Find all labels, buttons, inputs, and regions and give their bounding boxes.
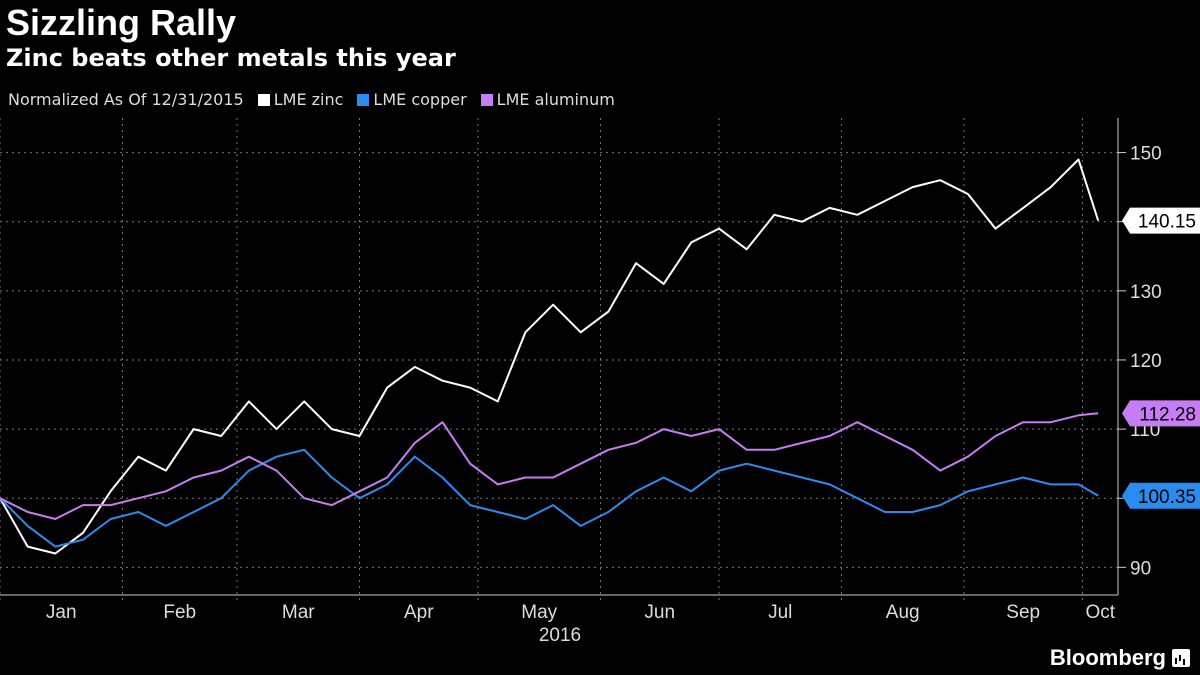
end-value-tag-lme-zinc xyxy=(1122,207,1200,234)
x-tick-label: Apr xyxy=(404,602,434,623)
brand-name: Bloomberg xyxy=(1049,645,1166,670)
legend-note: Normalized As Of 12/31/2015 xyxy=(8,90,244,109)
x-tick-label: Feb xyxy=(163,602,196,623)
x-tick-label: Oct xyxy=(1085,602,1115,623)
end-value-label-lme-zinc: 140.15 xyxy=(1138,212,1196,233)
y-tick-label: 150 xyxy=(1130,144,1162,165)
legend-swatch-aluminum xyxy=(480,93,493,106)
legend-item-copper: LME copper xyxy=(357,90,467,109)
end-value-tag-lme-aluminum xyxy=(1122,400,1200,427)
legend-item-aluminum: LME aluminum xyxy=(480,90,615,109)
x-tick-label: Jan xyxy=(46,602,77,623)
series-line-lme-zinc xyxy=(0,158,1100,555)
x-tick-label: May xyxy=(521,602,557,623)
legend-item-zinc: LME zinc xyxy=(257,90,344,109)
legend-label-aluminum: LME aluminum xyxy=(496,90,615,109)
x-tick-label: Aug xyxy=(886,602,920,623)
end-value-label-lme-copper: 100.35 xyxy=(1138,487,1196,508)
chart-subtitle: Zinc beats other metals this year xyxy=(6,44,456,72)
y-tick-label: 120 xyxy=(1130,351,1162,372)
chart-title: Sizzling Rally xyxy=(6,2,237,43)
legend-swatch-copper xyxy=(357,93,370,106)
legend: Normalized As Of 12/31/2015 LME zinc LME… xyxy=(8,90,615,109)
x-axis-year-label: 2016 xyxy=(539,625,581,646)
bloomberg-brand: Bloomberg xyxy=(1050,645,1190,671)
y-tick-label: 130 xyxy=(1130,282,1162,303)
y-tick-label: 90 xyxy=(1130,558,1151,579)
legend-swatch-zinc xyxy=(257,93,270,106)
legend-label-copper: LME copper xyxy=(373,90,467,109)
end-value-label-lme-aluminum: 112.28 xyxy=(1139,404,1196,425)
x-tick-label: Jul xyxy=(768,602,792,623)
x-tick-label: Sep xyxy=(1006,602,1040,623)
x-tick-label: Jun xyxy=(644,602,675,623)
series-line-lme-copper xyxy=(0,448,1099,548)
end-value-tag-lme-copper xyxy=(1122,482,1200,509)
series-line-lme-aluminum xyxy=(0,412,1099,520)
bloomberg-logo-icon xyxy=(1172,649,1190,667)
x-tick-label: Mar xyxy=(282,602,315,623)
legend-label-zinc: LME zinc xyxy=(273,90,344,109)
